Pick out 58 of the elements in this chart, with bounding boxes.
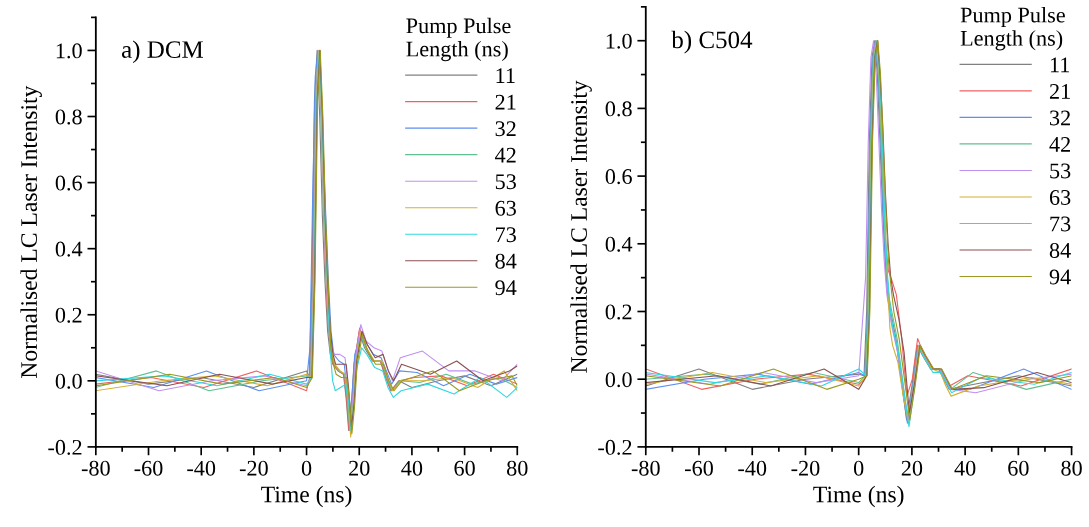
- y-axis-title: Normalised LC Laser Intensity: [20, 85, 42, 379]
- x-axis-title: Time (ns): [813, 485, 904, 508]
- y-tick-label: 0.0: [605, 372, 632, 388]
- y-tick-label: 0.4: [605, 236, 633, 252]
- x-tick-label: -60: [685, 460, 713, 476]
- x-tick-label: -40: [187, 460, 216, 476]
- x-tick-label: 0: [301, 460, 312, 476]
- x-tick-label: -80: [631, 460, 660, 476]
- legend-label: 42: [495, 147, 516, 163]
- x-tick-label: -20: [239, 460, 268, 476]
- x-tick-label: 20: [349, 460, 370, 476]
- y-tick-label: 0.2: [55, 307, 82, 323]
- legend-label: 63: [1049, 190, 1071, 205]
- y-tick-label: 0.0: [55, 373, 82, 389]
- x-tick-label: 40: [954, 460, 976, 476]
- legend-label: 53: [1050, 163, 1071, 179]
- legend-label: 73: [1050, 216, 1071, 232]
- x-tick-label: -80: [81, 460, 110, 476]
- legend-title: Pump Pulse Length (ns): [406, 17, 511, 62]
- y-axis-title: Normalised LC Laser Intensity: [570, 80, 592, 373]
- x-tick-label: 60: [1008, 460, 1029, 476]
- y-tick-label: -0.2: [598, 439, 632, 455]
- x-axis-title: Time (ns): [261, 485, 352, 508]
- text: a) DCM: [122, 40, 204, 64]
- x-tick-label: 80: [1061, 460, 1082, 476]
- legend-label: 32: [495, 121, 516, 137]
- y-tick-label: -0.2: [48, 439, 82, 455]
- legend-label: 84: [1049, 242, 1071, 258]
- y-tick-label: 0.6: [55, 175, 82, 191]
- legend-label: 21: [495, 94, 516, 110]
- legend-label: 73: [496, 227, 516, 243]
- text: b) C504: [671, 30, 753, 54]
- y-tick-label: 1.0: [56, 43, 82, 59]
- legend-label: 84: [495, 253, 517, 269]
- legend-label: 32: [1050, 110, 1070, 126]
- legend-label: 42: [1049, 136, 1070, 152]
- legend-label: 11: [496, 68, 515, 83]
- x-tick-label: -20: [791, 460, 820, 476]
- x-tick-label: 60: [454, 460, 475, 476]
- legend-label: 53: [495, 174, 516, 190]
- x-tick-label: -40: [738, 460, 767, 476]
- x-tick-label: -60: [134, 460, 163, 476]
- x-tick-label: 80: [507, 460, 528, 476]
- y-tick-label: 0.2: [605, 304, 632, 320]
- legend-label: 11: [1050, 57, 1070, 73]
- legend-label: 94: [495, 280, 517, 296]
- legend-label: 94: [1049, 269, 1071, 285]
- x-tick-label: 40: [401, 460, 423, 476]
- legend-title: Pump Pulse Length (ns): [960, 6, 1065, 51]
- legend-label: 21: [1049, 83, 1070, 99]
- legend-label: 63: [495, 200, 516, 216]
- y-tick-label: 0.6: [605, 169, 632, 185]
- y-tick-label: 0.4: [55, 241, 83, 257]
- y-tick-label: 0.8: [605, 101, 632, 117]
- x-tick-label: 20: [901, 460, 923, 476]
- x-tick-label: 0: [853, 460, 864, 476]
- y-tick-label: 0.8: [55, 109, 82, 125]
- y-tick-label: 1.0: [606, 33, 632, 49]
